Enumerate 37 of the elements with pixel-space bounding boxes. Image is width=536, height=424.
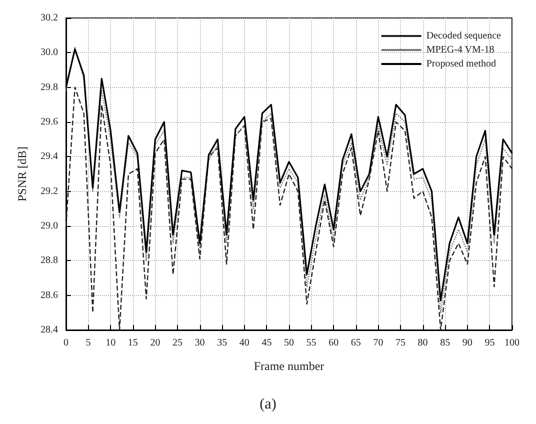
x-tick-label: 30 — [194, 338, 205, 348]
y-tick-label: 30.2 — [40, 12, 58, 24]
x-tick-label: 95 — [484, 338, 495, 348]
y-tick-label: 29.4 — [40, 151, 58, 162]
x-tick-label: 60 — [328, 338, 339, 348]
x-tick-label: 45 — [262, 338, 272, 348]
x-tick-label: 35 — [217, 338, 228, 348]
y-tick-label: 29.8 — [40, 82, 58, 93]
x-tick-label: 20 — [150, 338, 160, 348]
y-tick-label: 29.6 — [40, 116, 58, 128]
x-axis-title: Frame number — [254, 359, 324, 373]
x-tick-label: 75 — [396, 338, 406, 348]
y-tick-label: 28.8 — [40, 255, 58, 266]
x-tick-label: 70 — [373, 338, 384, 348]
legend-label: Decoded sequence — [426, 30, 502, 42]
legend-label: MPEG-4 VM-18 — [426, 44, 494, 56]
x-tick-label: 65 — [350, 338, 361, 348]
x-tick-label: 100 — [504, 338, 520, 348]
x-tick-label: 5 — [86, 338, 91, 348]
y-axis-title: PSNR [dB] — [15, 146, 29, 202]
legend-label: Proposed method — [426, 58, 496, 70]
x-tick-label: 25 — [172, 338, 182, 348]
x-tick-label: 85 — [440, 338, 450, 348]
y-tick-label: 30.0 — [40, 47, 58, 58]
text: (a) — [260, 396, 276, 412]
y-tick-label: 28.4 — [40, 324, 58, 336]
x-tick-label: 10 — [106, 338, 116, 348]
x-tick-label: 90 — [462, 338, 472, 348]
y-tick-label: 28.6 — [40, 290, 58, 301]
y-tick-label: 29.2 — [40, 186, 58, 197]
x-tick-label: 40 — [239, 338, 250, 348]
x-tick-label: 50 — [284, 338, 294, 348]
x-tick-label: 15 — [128, 338, 138, 348]
y-tick-label: 29.0 — [40, 220, 58, 232]
x-tick-label: 55 — [306, 338, 316, 348]
x-tick-label: 0 — [64, 338, 68, 348]
x-tick-label: 80 — [418, 338, 428, 348]
